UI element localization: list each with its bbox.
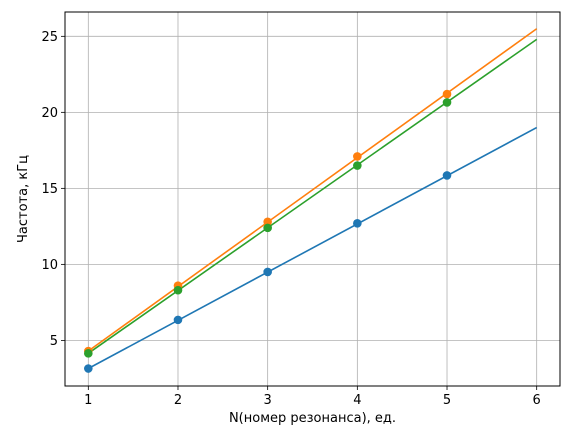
axis-ticks: 1 2 3 4 5 6 5 10 15 20 25 bbox=[41, 30, 540, 408]
series-1-point bbox=[353, 219, 362, 228]
fit-lines bbox=[87, 28, 538, 370]
series-1-fit-line bbox=[87, 126, 538, 370]
y-tick-label: 15 bbox=[41, 182, 58, 197]
series-3-point bbox=[173, 285, 183, 295]
series-1-point bbox=[84, 364, 93, 373]
series-2-fit-line bbox=[87, 28, 538, 352]
x-tick-label: 2 bbox=[174, 393, 182, 408]
x-tick-label: 4 bbox=[353, 393, 361, 408]
series-3-fit-line bbox=[87, 38, 538, 354]
x-tick-label: 3 bbox=[264, 393, 272, 408]
y-tick-label: 20 bbox=[41, 106, 58, 121]
series-1-point bbox=[442, 171, 452, 180]
y-tick-label: 10 bbox=[41, 258, 58, 273]
x-tick-label: 6 bbox=[533, 393, 541, 408]
y-tick-label: 5 bbox=[50, 334, 58, 349]
series-2-point bbox=[263, 217, 272, 227]
x-axis-label: N(номер резонанса), ед. bbox=[229, 411, 396, 426]
series-3-point bbox=[84, 349, 93, 358]
y-axis-label: Частота, кГц bbox=[16, 155, 31, 243]
x-tick-label: 5 bbox=[443, 393, 451, 408]
plot-frame bbox=[64, 11, 561, 387]
series-1-point bbox=[173, 315, 183, 325]
grid bbox=[65, 12, 560, 386]
series-3-point bbox=[263, 223, 272, 233]
series-1-point bbox=[263, 267, 272, 277]
x-tick-label: 1 bbox=[84, 393, 92, 408]
series-2-point bbox=[353, 152, 362, 161]
series-3-point bbox=[353, 161, 362, 170]
series-3-point bbox=[442, 98, 452, 107]
data-points bbox=[84, 89, 452, 373]
y-tick-label: 25 bbox=[41, 30, 58, 45]
series-2-point bbox=[442, 89, 452, 99]
